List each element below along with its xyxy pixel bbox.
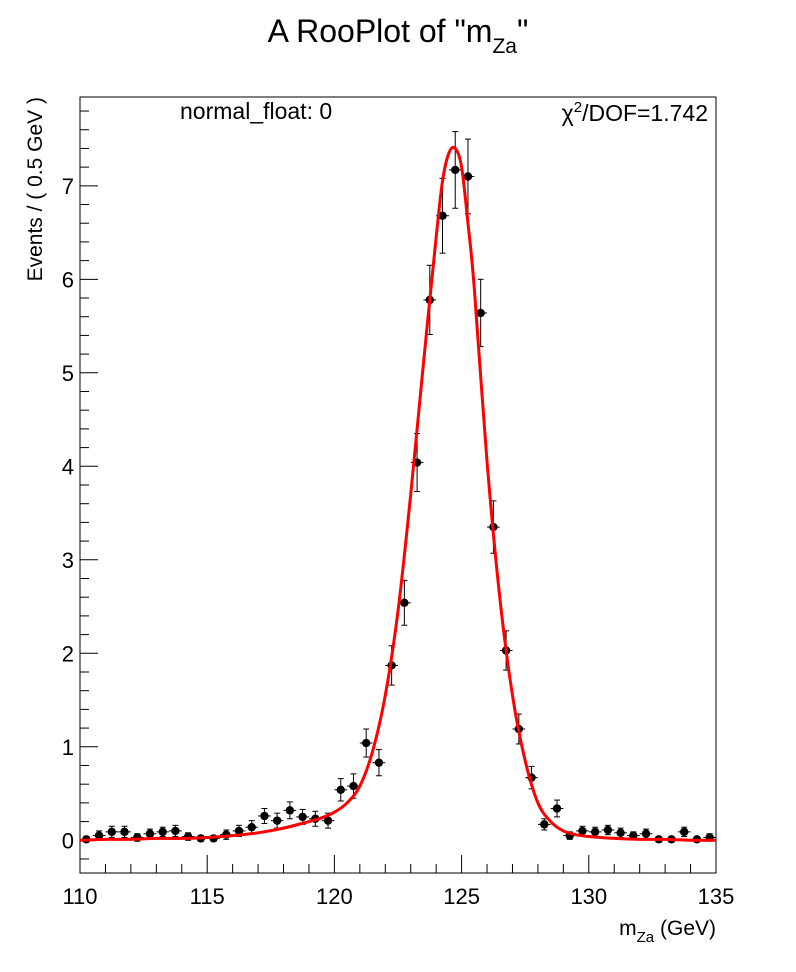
y-tick-label: 5 bbox=[62, 361, 74, 386]
chart-title: A RooPlot of "mZa" bbox=[268, 13, 529, 58]
y-tick-label: 3 bbox=[62, 548, 74, 573]
data-point bbox=[362, 738, 371, 748]
y-tick-label: 2 bbox=[62, 641, 74, 666]
data-point bbox=[438, 211, 447, 220]
data-point bbox=[616, 828, 625, 837]
data-point bbox=[260, 811, 269, 821]
y-tick-label: 7 bbox=[62, 174, 74, 199]
x-tick-label: 120 bbox=[316, 884, 353, 909]
data-point bbox=[107, 827, 117, 837]
x-tick-label: 130 bbox=[570, 884, 607, 909]
y-axis-ticks bbox=[80, 110, 98, 860]
data-point bbox=[578, 826, 587, 836]
error-bars bbox=[80, 131, 716, 843]
annotation-chi2-dof: χ2/DOF=1.742 bbox=[562, 99, 708, 126]
data-point bbox=[590, 827, 600, 837]
y-axis-tick-labels: 0 1 2 3 4 5 6 7 bbox=[62, 174, 74, 853]
data-point bbox=[247, 822, 256, 832]
data-point bbox=[298, 812, 307, 822]
data-point bbox=[463, 172, 473, 181]
plot-frame bbox=[79, 96, 717, 874]
x-tick-label: 110 bbox=[62, 884, 97, 909]
data-point bbox=[349, 781, 358, 791]
x-axis-ticks bbox=[79, 855, 717, 873]
annotation-normal-float: normal_float: 0 bbox=[180, 98, 332, 124]
fit-curve-group bbox=[79, 145, 717, 842]
data-point bbox=[234, 826, 244, 836]
data-point bbox=[552, 804, 562, 813]
data-point bbox=[120, 827, 129, 837]
y-tick-label: 1 bbox=[62, 735, 74, 760]
data-point bbox=[476, 308, 485, 318]
data-point bbox=[680, 827, 689, 837]
data-point bbox=[158, 827, 167, 837]
y-tick-label: 0 bbox=[62, 828, 74, 853]
x-axis-label: mZa (GeV) bbox=[619, 917, 716, 946]
data-point bbox=[540, 820, 549, 829]
data-point bbox=[451, 165, 460, 175]
data-point bbox=[285, 806, 295, 815]
data-point bbox=[272, 816, 282, 825]
data-markers bbox=[82, 165, 714, 844]
y-tick-label: 4 bbox=[62, 454, 74, 479]
data-point bbox=[94, 831, 104, 840]
data-point bbox=[323, 816, 333, 825]
fit-curve bbox=[79, 145, 717, 842]
data-point bbox=[603, 825, 613, 835]
x-axis-tick-labels: 110 115 120 125 130 135 bbox=[62, 884, 734, 909]
data-point bbox=[400, 598, 409, 608]
data-point bbox=[171, 826, 180, 836]
data-point bbox=[641, 829, 651, 838]
data-point bbox=[374, 758, 384, 767]
x-tick-label: 125 bbox=[443, 884, 480, 909]
x-tick-label: 135 bbox=[698, 884, 735, 909]
y-axis-label: Events / ( 0.5 GeV ) bbox=[24, 97, 47, 281]
data-point bbox=[336, 785, 345, 794]
data-point bbox=[145, 829, 155, 838]
y-tick-label: 6 bbox=[62, 267, 74, 292]
x-tick-label: 115 bbox=[190, 884, 225, 909]
